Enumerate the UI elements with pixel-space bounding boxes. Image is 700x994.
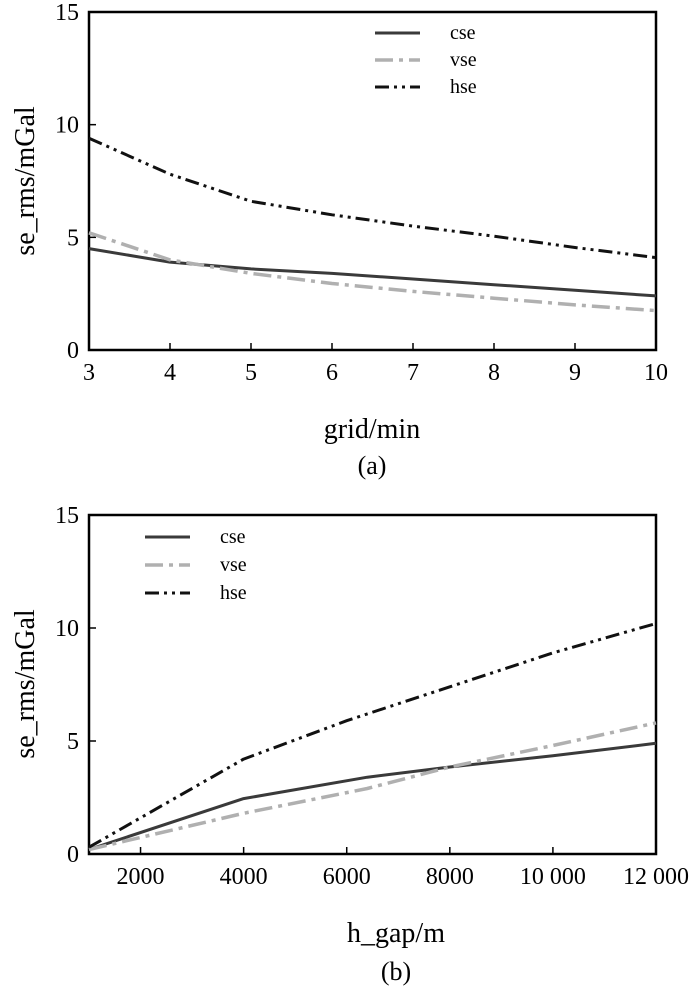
x-tick-label-b-4: 10 000 [520,864,586,890]
panel-caption-b: (b) [381,957,411,986]
x-tick-label-a-1: 4 [164,360,176,386]
chart-panel-b: 2000 4000 6000 8000 10 000 12 000 0 5 10 15 cse vs… [10,503,689,986]
x-tick-label-b-5: 12 000 [623,864,689,890]
y-tick-label-b-1: 5 [67,729,79,755]
series-line-hse-a [88,136,657,260]
plot-frame-b [87,513,658,856]
panel-caption-a: (a) [358,451,387,480]
x-tick-label-a-6: 9 [569,360,581,386]
legend-label-cse-a: cse [450,22,476,44]
legend-label-cse-b: cse [220,526,246,548]
y-tick-label-a-2: 10 [55,113,79,139]
chart-panel-a: 3 4 5 6 7 8 9 10 0 5 10 15 cse vse hse grid/min se_rm… [10,0,668,480]
series-line-cse-a [88,247,657,298]
x-axis-label-b: h_gap/m [347,918,445,949]
legend-label-vse-a: vse [450,49,477,71]
legend-label-hse-b: hse [220,582,247,604]
x-tick-label-a-4: 7 [407,360,419,386]
series-line-vse-b [88,721,657,852]
series-line-vse-a [88,231,657,313]
series-group-b [88,622,657,852]
y-axis-label-a: se_rms/mGal [10,106,41,256]
y-tick-label-b-3: 15 [55,503,79,529]
y-tick-label-a-0: 0 [67,338,79,364]
y-axis-label-b: se_rms/mGal [10,609,41,759]
legend-a: cse vse hse [375,22,477,98]
y-tick-label-b-2: 10 [55,616,79,642]
y-tick-label-a-1: 5 [67,225,79,251]
x-tick-label-b-3: 8000 [426,864,474,890]
plot-frame-a [87,10,658,352]
y-tick-label-b-0: 0 [67,842,79,868]
legend-label-vse-b: vse [220,554,247,576]
y-tick-label-a-3: 15 [55,0,79,26]
x-tick-label-a-7: 10 [644,360,668,386]
x-tick-label-a-3: 6 [326,360,338,386]
series-line-hse-b [88,622,657,849]
x-tick-label-b-1: 4000 [220,864,268,890]
x-tick-label-b-2: 6000 [323,864,371,890]
axis-ticks-b: 2000 4000 6000 8000 10 000 12 000 0 5 10 15 [55,503,689,890]
legend-b: cse vse hse [145,526,247,604]
x-axis-label-a: grid/min [324,414,420,445]
x-tick-label-a-0: 3 [83,360,95,386]
axis-ticks-a: 3 4 5 6 7 8 9 10 0 5 10 15 [55,0,668,386]
legend-label-hse-a: hse [450,76,477,98]
series-group-a [88,136,657,313]
x-tick-label-b-0: 2000 [117,864,165,890]
series-line-cse-b [88,741,657,851]
x-tick-label-a-5: 8 [488,360,500,386]
x-tick-label-a-2: 5 [245,360,257,386]
